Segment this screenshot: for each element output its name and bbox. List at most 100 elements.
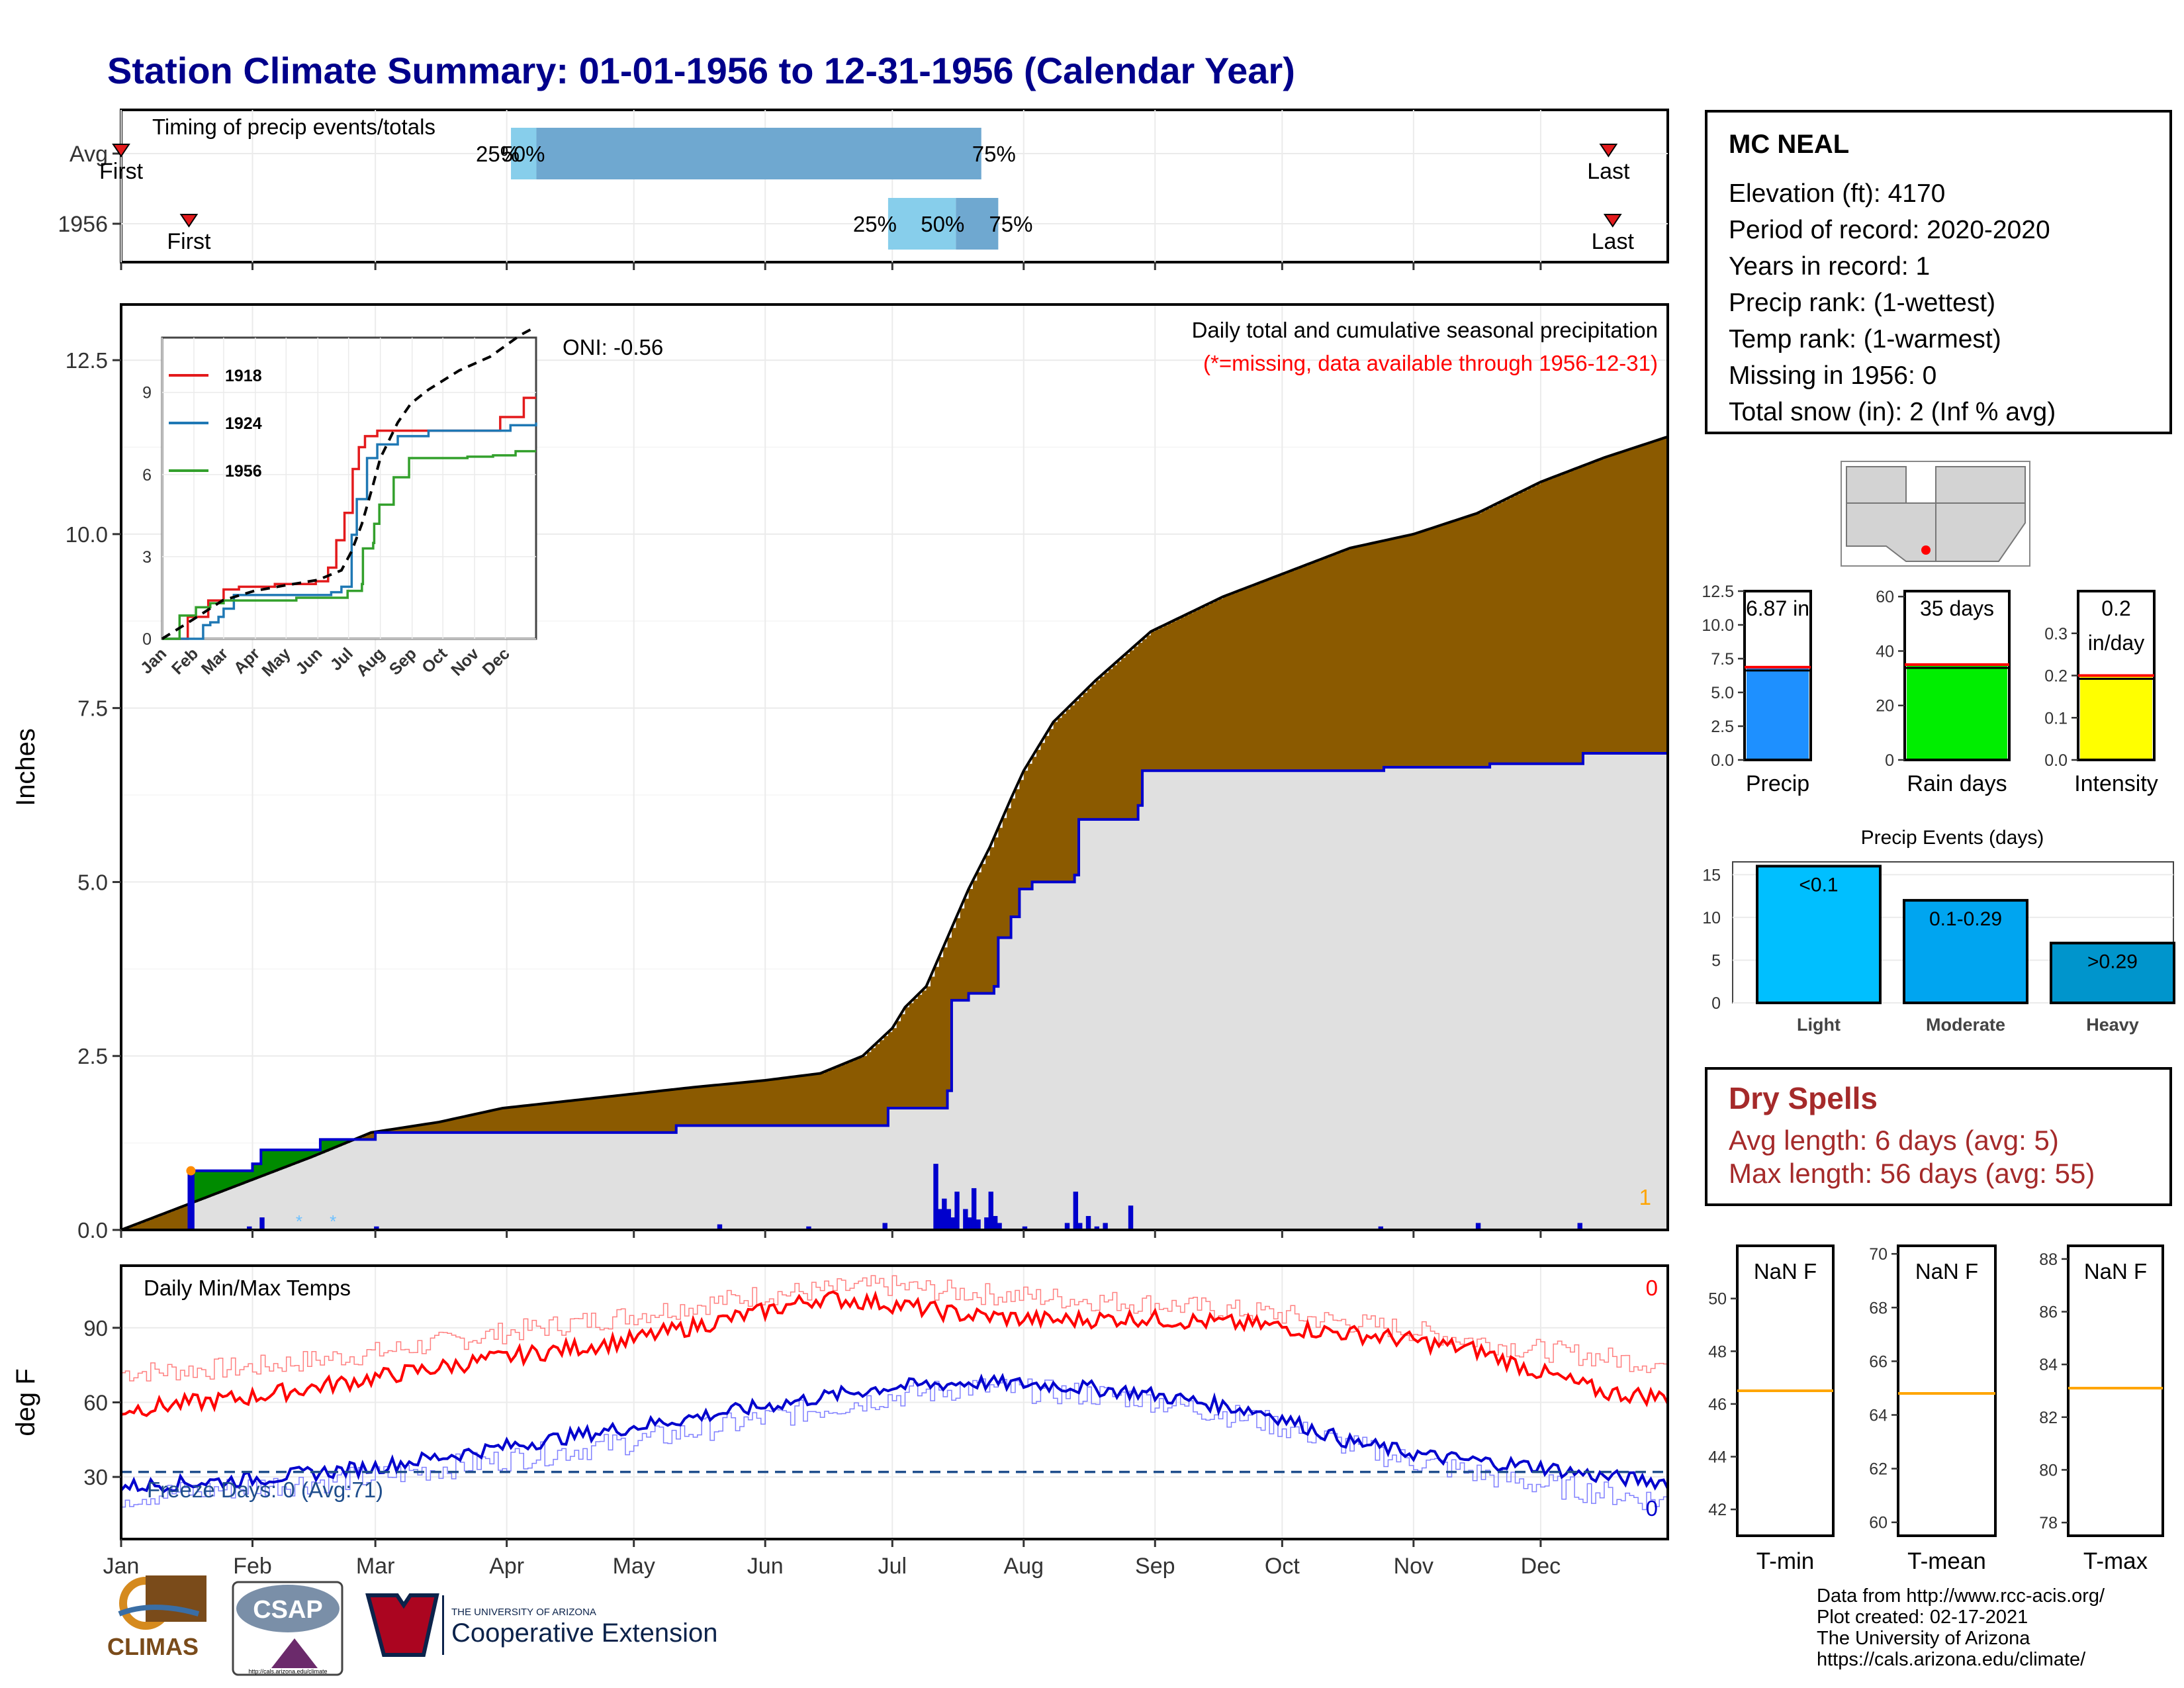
- credit-url: https://cals.arizona.edu/climate/: [1817, 1649, 2086, 1670]
- temp-max-normal-line: [121, 1275, 1668, 1382]
- temp-box-y-tick-label: 46: [1708, 1395, 1727, 1414]
- csap-url-text: http://cals.arizona.edu/climate: [248, 1668, 327, 1675]
- dry-spells-avg: Avg length: 6 days (avg: 5): [1729, 1125, 2059, 1156]
- precip-events-y-tick-label: 0: [1711, 994, 1721, 1013]
- precip-daily-bar: [247, 1226, 252, 1230]
- temp-y-tick-label: 90: [83, 1316, 108, 1340]
- temp-box-value-label: NaN F: [1754, 1259, 1817, 1284]
- precip-daily-bar: [997, 1223, 1002, 1230]
- month-x-tick-label: Aug: [1004, 1554, 1044, 1579]
- inset-y-tick-label: 0: [142, 630, 152, 649]
- temp-box-y-tick-label: 60: [1869, 1514, 1888, 1532]
- timing-year-first-marker: [179, 214, 199, 228]
- temp-y-tick-label: 30: [83, 1465, 108, 1489]
- inset-frame: [161, 336, 537, 640]
- inset-series-avg-line: [161, 325, 537, 640]
- inset-legend-label: 1956: [225, 462, 262, 481]
- month-x-tick-label: Jul: [878, 1554, 907, 1579]
- page-title: Station Climate Summary: 01-01-1956 to 1…: [107, 50, 1295, 91]
- summary-bar-fill: [1747, 667, 1809, 759]
- ua-logo: THE UNIVERSITY OF ARIZONA Cooperative Ex…: [365, 1593, 717, 1657]
- precip-annotation-missing: (*=missing, data available through 1956-…: [1203, 351, 1658, 375]
- station-precip-rank: Precip rank: (1-wettest): [1729, 289, 1996, 317]
- ua-big-text: Cooperative Extension: [451, 1618, 717, 1648]
- dry-spells-title: Dry Spells: [1729, 1081, 1878, 1115]
- timing-avg-pct-label: 25%: [476, 142, 520, 166]
- summary-bar-y-tick-label: 5.0: [1711, 684, 1734, 702]
- temp-box-y-tick-label: 42: [1708, 1501, 1727, 1519]
- summary-bar-value-label: in/day: [2088, 631, 2144, 655]
- month-x-tick-label: Feb: [233, 1554, 272, 1579]
- summary-bar-name: Precip: [1746, 771, 1809, 796]
- timing-row-label: 1956: [58, 212, 108, 237]
- precip-snow-icon: *: [296, 1211, 302, 1231]
- temp-box-y-tick-label: 78: [2039, 1514, 2058, 1532]
- precip-snow-icon: *: [330, 1211, 336, 1231]
- temp-box-y-tick-label: 82: [2039, 1409, 2058, 1427]
- temp-box-y-tick-label: 66: [1869, 1352, 1888, 1371]
- temp-panel-title: Daily Min/Max Temps: [144, 1276, 351, 1300]
- precip-y-tick-label: 2.5: [77, 1044, 108, 1068]
- timing-year-last-marker: [1603, 214, 1622, 228]
- inset-y-tick-label: 6: [142, 466, 152, 485]
- month-x-tick-label: Jun: [747, 1554, 784, 1579]
- temp-box-name: T-mean: [1907, 1548, 1986, 1574]
- summary-bar-y-tick-label: 12.5: [1702, 583, 1734, 601]
- dry-spells-box: Dry Spells Avg length: 6 days (avg: 5) M…: [1705, 1067, 2172, 1206]
- csap-logo: CSAP http://cals.arizona.edu/climate: [232, 1581, 343, 1676]
- station-temp-rank: Temp rank: (1-warmest): [1729, 325, 2001, 353]
- summary-bar-y-tick-label: 0: [1885, 751, 1894, 770]
- precip-events-y-tick-label: 10: [1702, 909, 1721, 927]
- precip-events-y-tick-label: 5: [1711, 951, 1721, 970]
- timing-year-pct-label: 25%: [853, 212, 897, 236]
- temp-box-y-tick-label: 88: [2039, 1250, 2058, 1269]
- precip-daily-bar: [1085, 1215, 1091, 1230]
- precip-daily-bar: [992, 1215, 998, 1230]
- inset-series-line: [162, 422, 537, 640]
- timing-year-pct-label: 75%: [989, 212, 1032, 236]
- precip-daily-bar: [942, 1198, 947, 1230]
- month-x-tick-label: Dec: [1521, 1554, 1561, 1579]
- station-missing: Missing in 1956: 0: [1729, 361, 1937, 390]
- month-x-tick-label: Sep: [1135, 1554, 1175, 1579]
- precip-daily-bar: [187, 1170, 193, 1230]
- precip-daily-bar: [950, 1217, 956, 1230]
- logos-strip: CLIMAS CSAP http://cals.arizona.edu/clim…: [107, 1575, 717, 1676]
- timing-year-iqr-high: [956, 198, 999, 250]
- temp-box-name: T-max: [2083, 1548, 2148, 1574]
- timing-avg-first-label: First: [99, 159, 144, 184]
- precip-events-category: Heavy: [2086, 1015, 2139, 1035]
- station-snow: Total snow (in): 2 (Inf % avg): [1729, 398, 2056, 426]
- credit-data-source: Data from http://www.rcc-acis.org/: [1817, 1585, 2105, 1607]
- precip-daily-bar: [1577, 1223, 1582, 1230]
- precip-daily-bar: [937, 1209, 943, 1230]
- precip-daily-bar: [1064, 1223, 1070, 1230]
- precip-daily-bar: [954, 1192, 960, 1230]
- credits-block: Data from http://www.rcc-acis.org/ Plot …: [1817, 1585, 2105, 1670]
- csap-logo-text: CSAP: [253, 1596, 323, 1624]
- precip-observed-line: [121, 751, 1668, 1231]
- timing-row-label: Avg: [69, 142, 108, 167]
- precip-daily-bar: [933, 1164, 938, 1230]
- timing-avg-pct-label: 75%: [972, 142, 1016, 166]
- summary-bar-y-tick-label: 0.3: [2044, 625, 2068, 643]
- tmin-missing-count: 0: [1646, 1496, 1658, 1521]
- precip-events-category: Moderate: [1926, 1015, 2005, 1035]
- summary-bar-fill: [1907, 665, 2007, 759]
- precip-events-bar: [1756, 865, 1882, 1005]
- temp-box-y-tick-label: 68: [1869, 1299, 1888, 1317]
- station-name: MC NEAL: [1729, 130, 1850, 159]
- dry-spells-max: Max length: 56 days (avg: 55): [1729, 1158, 2095, 1189]
- credit-plot-date: Plot created: 02-17-2021: [1817, 1607, 2028, 1628]
- precip-annotation-title: Daily total and cumulative seasonal prec…: [1192, 318, 1658, 342]
- precip-daily-bar: [976, 1219, 981, 1230]
- precip-events-bar: [1903, 899, 2028, 1005]
- precip-y-axis-label: Inches: [11, 728, 40, 806]
- summary-bar-y-tick-label: 7.5: [1711, 650, 1734, 669]
- station-period: Period of record: 2020-2020: [1729, 216, 2050, 244]
- timing-avg-iqr-low: [511, 128, 537, 179]
- month-x-tick-label: Oct: [1265, 1554, 1300, 1579]
- precip-y-tick-label: 10.0: [66, 522, 108, 547]
- temp-box-frame: [2067, 1244, 2164, 1537]
- summary-bar-name: Rain days: [1907, 771, 2007, 796]
